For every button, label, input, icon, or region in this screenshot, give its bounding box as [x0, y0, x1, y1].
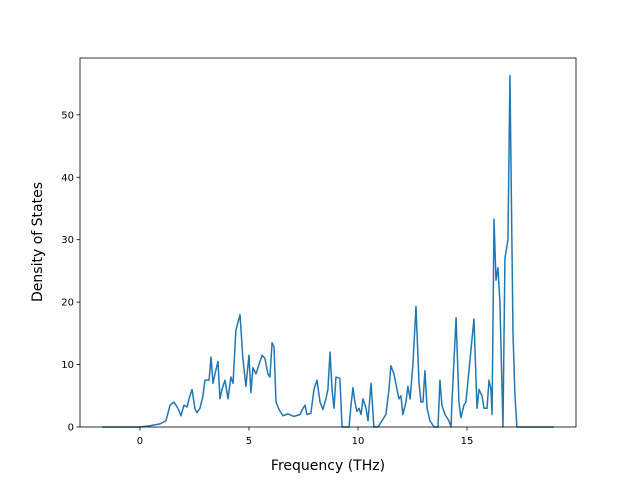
y-axis-label: Density of States [30, 182, 46, 302]
line [102, 74, 554, 428]
y-tick-label: 10 [61, 360, 74, 371]
plot-frame [79, 57, 577, 428]
x-tick-label: 0 [137, 436, 143, 447]
y-tick-label: 50 [61, 110, 74, 121]
x-tick-label: 15 [461, 436, 474, 447]
y-tick-label: 40 [61, 173, 74, 184]
x-tick-label: 10 [352, 436, 365, 447]
y-tick-label: 30 [61, 235, 74, 246]
y-tick-label: 0 [68, 423, 74, 434]
y-tick-label: 20 [61, 298, 74, 309]
x-tick-label: 5 [246, 436, 252, 447]
x-axis-label: Frequency (THz) [271, 458, 385, 474]
